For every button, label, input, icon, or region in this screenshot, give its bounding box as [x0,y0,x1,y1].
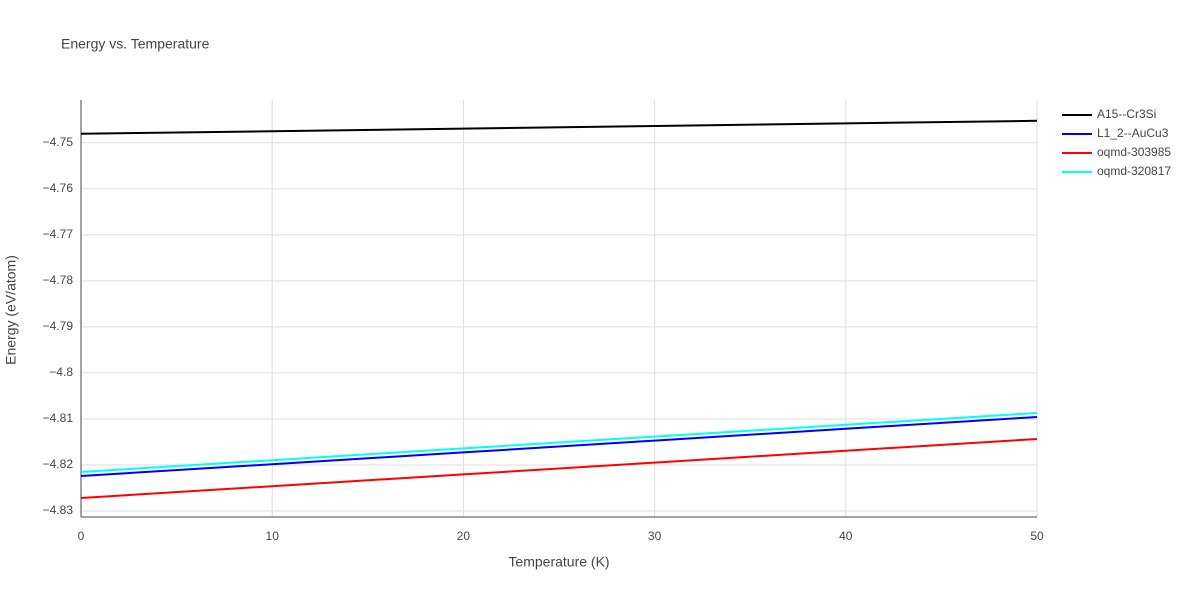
x-tick-label: 50 [1030,529,1044,543]
line [80,411,1038,473]
x-axis-title: Temperature (K) [508,554,609,570]
chart-title: Energy vs. Temperature [61,36,210,52]
y-tick-label: −4.83 [43,503,74,517]
y-tick-label: −4.78 [43,273,74,287]
line [80,437,1038,499]
x-tick-label: 40 [839,529,853,543]
legend-label: A15--Cr3Si [1097,107,1156,121]
x-tick-label: 30 [648,529,662,543]
y-tick-label: −4.76 [43,181,74,195]
y-tick-label: −4.77 [43,227,74,241]
legend-label: oqmd-320817 [1097,164,1171,178]
legend-label: oqmd-303985 [1097,145,1171,159]
y-tick-label: −4.75 [43,135,74,149]
y-tick-label: −4.82 [43,457,74,471]
line [80,119,1038,135]
y-tick-label: −4.81 [43,411,74,425]
legend-label: L1_2--AuCu3 [1097,126,1169,140]
y-tick-label: −4.79 [43,319,74,333]
line [80,415,1038,477]
x-tick-label: 10 [266,529,280,543]
x-tick-label: 20 [457,529,471,543]
y-tick-label: −4.8 [49,365,73,379]
y-axis-title: Energy (eV/atom) [3,255,19,365]
x-tick-label: 0 [78,529,85,543]
